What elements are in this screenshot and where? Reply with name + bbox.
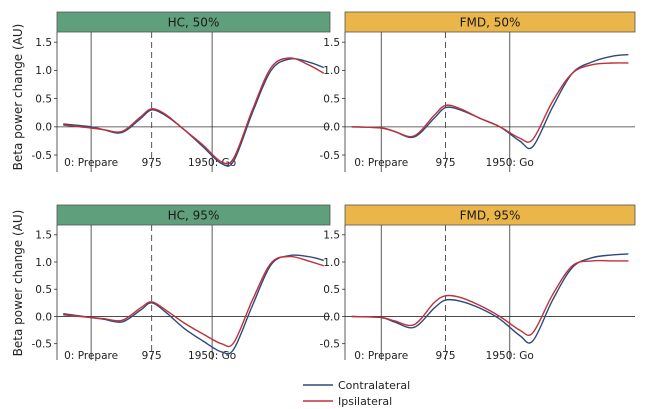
x-tick-label: 1950: Go [486,157,534,169]
panel-header [56,204,331,226]
y-axis-label-top: Beta power change (AU) [11,24,25,171]
legend-label-ipsilateral: Ipsilateral [338,395,392,408]
y-axis-label-bottom: Beta power change (AU) [11,210,25,357]
y-tick-label: 1.0 [323,257,340,269]
panel-title: FMD, 95% [460,209,521,223]
series-line-ipsilateral [63,255,325,348]
series-line-ipsilateral [351,259,629,336]
series-line-contralateral [63,58,325,167]
x-tick-label: 1950: Go [188,157,236,169]
y-tick-label: 1.0 [35,65,52,77]
panel-header [56,11,331,33]
y-tick-label: 1.5 [323,37,340,49]
y-tick-label: 0.0 [35,122,52,134]
series-line-contralateral [63,254,324,355]
y-tick-label: 1.5 [323,230,340,242]
series-line-ipsilateral [63,57,325,165]
series-line-contralateral [351,53,629,150]
y-tick-label: 0.0 [323,122,340,134]
y-tick-label: 0.0 [323,311,340,323]
y-tick-label: -0.5 [320,338,341,350]
x-tick-label: 975 [142,350,162,362]
y-tick-label: 0.5 [35,93,52,105]
x-tick-label: 1950: Go [188,350,236,362]
y-tick-label: 0.5 [323,93,340,105]
panel-title: HC, 95% [168,209,220,223]
y-tick-label: -0.5 [32,150,53,162]
x-tick-label: 975 [142,157,162,169]
y-tick-label: -0.5 [32,338,53,350]
legend: Contralateral Ipsilateral [303,379,410,408]
y-tick-label: 1.5 [35,230,52,242]
panel-4: FMD, 95% -0.5 0.0 0.5 1.0 1.5 0: Prepare 975 195… [320,204,636,362]
x-tick-label: 1950: Go [486,350,534,362]
x-tick-label: 975 [435,350,455,362]
y-tick-label: 0.0 [35,311,52,323]
panel-header [344,204,636,226]
panel-2: FMD, 50% -0.5 0.0 0.5 1.0 1.5 0: Prepare 975 195… [320,11,636,172]
panel-title: FMD, 50% [460,16,521,30]
y-tick-label: -0.5 [320,150,341,162]
y-tick-label: 0.5 [35,284,52,296]
y-tick-label: 1.5 [35,37,52,49]
legend-label-contralateral: Contralateral [338,379,410,392]
series-line-contralateral [351,253,629,344]
x-tick-label: 0: Prepare [64,157,118,169]
x-tick-label: 975 [435,157,455,169]
x-tick-label: 0: Prepare [354,157,408,169]
x-tick-label: 0: Prepare [64,350,118,362]
y-tick-label: 0.5 [323,284,340,296]
y-tick-label: 1.0 [35,257,52,269]
panel-1: HC, 50% -0.5 0.0 0.5 1.0 1.5 0: Prepare 975 1950… [32,11,331,172]
series-line-ipsilateral [351,62,629,143]
panels-group: HC, 50% -0.5 0.0 0.5 1.0 1.5 0: Prepare 975 1950… [32,11,636,362]
y-tick-label: 1.0 [323,65,340,77]
x-tick-label: 0: Prepare [354,350,408,362]
panel-header [344,11,636,33]
panel-3: HC, 95% -0.5 0.0 0.5 1.0 1.5 0: Prepare 975 1950… [32,204,331,362]
panel-title: HC, 50% [168,16,220,30]
